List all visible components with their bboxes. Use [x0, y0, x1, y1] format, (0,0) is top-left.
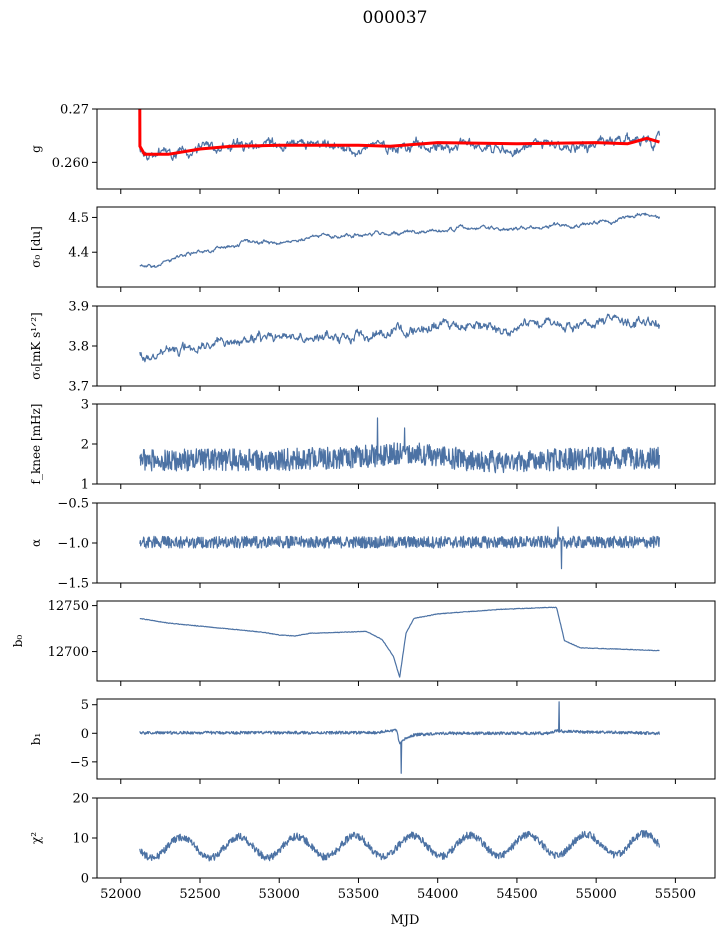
x-tick-label: 53000: [259, 887, 300, 902]
y-tick-label: 3.8: [68, 340, 89, 355]
panels: 0.260 0.27 g 4.4 4.5 σ₀ [du] 3.7 3.8 3.9 σ₀[mK s¹…: [11, 103, 716, 902]
figure-title: 000037: [363, 8, 428, 28]
y-tick-label: 12750: [48, 599, 89, 614]
y-tick-label: −0.5: [57, 497, 89, 512]
x-tick-label: 52500: [179, 887, 220, 902]
series-line-8: [139, 829, 660, 862]
panel-2: 4.4 4.5 σ₀ [du]: [29, 206, 716, 292]
x-tick-label: 55000: [575, 887, 616, 902]
y-tick-label: 4.4: [68, 246, 89, 261]
panel-frame: [96, 698, 716, 780]
panel-frame: [96, 403, 716, 485]
y-axis-label: σ₀[mK s¹ᐟ²]: [29, 312, 43, 379]
y-axis-label: α: [29, 539, 43, 547]
series-line-6: [139, 606, 660, 678]
panel-1: 0.260 0.27 g: [29, 103, 716, 194]
panel-6: 12700 12750 b₀: [11, 599, 716, 686]
panel-7: −5 0 5 b₁: [29, 698, 716, 784]
y-axis-label: b₀: [11, 635, 25, 648]
y-tick-label: 4.5: [68, 211, 89, 226]
panel-frame: [96, 206, 716, 288]
series-line-4: [139, 417, 660, 474]
y-tick-label: 1: [81, 478, 89, 493]
y-tick-label: 2: [81, 438, 89, 453]
fit-line-1: [138, 109, 660, 156]
y-tick-label: 0: [81, 727, 89, 742]
y-axis-label: χ²: [29, 832, 43, 844]
y-axis-label: f_knee [mHz]: [29, 404, 43, 485]
y-tick-label: −1.5: [57, 577, 89, 592]
x-tick-label: 55500: [655, 887, 696, 902]
y-axis-label: b₁: [29, 733, 43, 746]
y-tick-label: 0.260: [52, 156, 89, 171]
y-tick-label: −5: [70, 755, 89, 770]
x-tick-label: 52000: [100, 887, 141, 902]
y-tick-label: 3.9: [68, 300, 89, 315]
x-tick-label: 54000: [417, 887, 458, 902]
y-tick-label: 10: [72, 832, 89, 847]
series-line-3: [139, 313, 661, 363]
x-tick-label: 53500: [338, 887, 379, 902]
panel-3: 3.7 3.8 3.9 σ₀[mK s¹ᐟ²]: [29, 300, 716, 395]
y-tick-label: 3.7: [68, 380, 89, 395]
y-axis-label: σ₀ [du]: [29, 226, 43, 268]
y-tick-label: 20: [72, 792, 89, 807]
x-tick-label: 54500: [496, 887, 537, 902]
y-tick-label: −1.0: [57, 537, 89, 552]
y-tick-label: 0: [81, 872, 89, 887]
series-line-7: [139, 701, 660, 774]
y-tick-label: 3: [81, 398, 89, 413]
panel-4: 1 2 3 f_knee [mHz]: [29, 398, 716, 493]
panel-8: 0 10 20 52000 52500 53000 53500 54000 54500 55000…: [29, 792, 716, 902]
y-axis-label: g: [29, 145, 43, 153]
series-line-2: [139, 212, 661, 268]
series-line-5: [139, 526, 660, 570]
x-axis-label: MJD: [391, 913, 420, 928]
y-tick-label: 0.27: [60, 103, 89, 118]
y-tick-label: 12700: [48, 645, 89, 660]
y-tick-label: 5: [81, 698, 89, 713]
panel-5: −1.5 −1.0 −0.5 α: [29, 497, 716, 592]
panel-frame: [96, 600, 716, 682]
panel-frame: [96, 108, 716, 190]
